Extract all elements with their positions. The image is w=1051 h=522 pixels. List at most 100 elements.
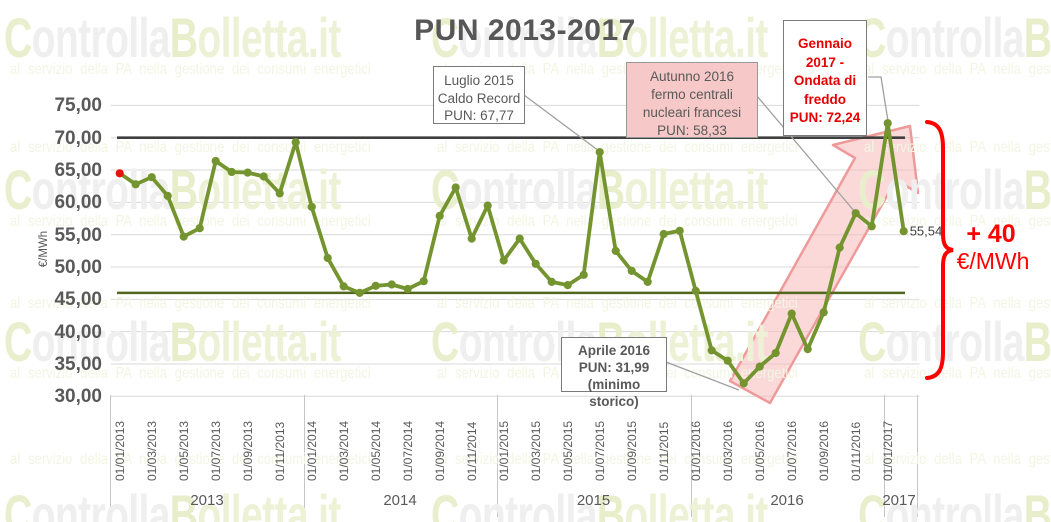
pun-line-series: 55,54 (115, 119, 942, 388)
x-axis-tick-label: 01/05/2016 (752, 420, 767, 481)
leader-luglio (523, 94, 600, 152)
x-axis-tick-label: 01/03/2016 (720, 420, 735, 481)
data-point (163, 191, 172, 200)
data-point (195, 224, 204, 233)
x-axis-tick-label: 01/11/2014 (464, 421, 479, 481)
year-separator (917, 395, 918, 517)
watermark-tagline: al servizio della PA nella gestione dei … (437, 295, 798, 312)
watermark-brand-text: ControllaBolletta.it (431, 162, 768, 218)
x-axis-tick-label: 01/11/2016 (848, 421, 863, 481)
x-axis-tick-label: 01/01/2017 (880, 420, 895, 481)
annotation-aprile-2016: Aprile 2016 PUN: 31,99 (minimo storico) (561, 337, 667, 409)
data-point (787, 309, 796, 318)
x-axis-tick-label: 01/09/2015 (624, 420, 639, 481)
x-axis-tick-label: 01/09/2014 (432, 420, 447, 481)
data-point (435, 211, 444, 220)
x-axis-tick-label: 01/07/2013 (208, 420, 223, 481)
y-axis-tick-label: 40,00 (54, 321, 102, 343)
watermark-brand-part: ontrolla (31, 483, 171, 522)
annotation-line: Ondata di (793, 73, 857, 88)
watermark-brand-part: C (4, 158, 32, 221)
annotation-line: Caldo Record (437, 90, 521, 106)
x-axis-year-label: 2016 (770, 492, 804, 509)
watermark-brand-text: ControllaBolletta.it (858, 314, 1051, 370)
annotation-line: fermo centrali (651, 87, 733, 102)
watermark-brand-part: olletta.it (197, 158, 341, 221)
annotation-autunno-2016: Autunno 2016 fermo centrali nucleari fra… (626, 62, 758, 138)
x-axis-tick-label: 01/07/2015 (592, 420, 607, 481)
data-point (275, 189, 284, 198)
year-separator (110, 395, 111, 517)
annotation-line: PUN: 58,33 (657, 123, 727, 138)
annotation-line: PUN: 72,24 (789, 110, 861, 125)
data-point (291, 138, 300, 147)
watermark-tagline: al servizio della PA nella gestione dei … (437, 451, 798, 468)
annotation-luglio-2015: Luglio 2015 Caldo Record PUN: 67,77 (433, 66, 525, 124)
watermark-tagline: al servizio della PA nella gestione dei … (864, 365, 1051, 382)
data-point (531, 259, 540, 268)
watermark-brand-part: C (4, 6, 32, 69)
watermark-brand-part: olletta.it (624, 158, 768, 221)
x-axis-tick-label: 01/07/2014 (400, 420, 415, 481)
y-axis-tick-label: 55,00 (54, 224, 102, 246)
x-axis-tick-label: 01/01/2015 (496, 420, 511, 481)
y-axis-tick-label: 65,00 (54, 160, 102, 182)
data-point (803, 345, 812, 354)
watermark-tagline: al servizio della PA nella gestione dei … (864, 295, 1051, 312)
reference-lines (117, 136, 905, 295)
x-axis-tick-label: 01/07/2016 (784, 420, 799, 481)
watermark-brand-text: ControllaBolletta.it (4, 10, 341, 66)
x-axis-tick-label: 01/05/2015 (560, 420, 575, 481)
data-point (131, 180, 140, 189)
leader-gennaio (868, 76, 889, 122)
y-axis-tick-label: 35,00 (54, 353, 102, 375)
watermark-brand-part: C (431, 310, 459, 373)
x-axis-tick-label: 01/09/2016 (816, 420, 831, 481)
watermark-brand-part: ontrolla (885, 6, 1025, 69)
watermark-brand-part: B (169, 310, 198, 373)
watermark-brand-part: B (1023, 158, 1051, 221)
watermark-brand-part: C (431, 483, 459, 522)
annotation-line: PUN: 67,77 (444, 108, 514, 123)
watermark-brand-part: C (858, 158, 886, 221)
annotation-gennaio-2017: Gennaio 2017 - Ondata di freddo PUN: 72,… (783, 20, 867, 136)
chart-title: PUN 2013-2017 (414, 14, 636, 47)
data-point (739, 379, 748, 388)
watermark-brand-part: C (858, 310, 886, 373)
data-point (883, 119, 892, 128)
annotation-line: PUN: 31,99 (578, 360, 650, 375)
price-increase-unit: €/MWh (956, 248, 1030, 274)
watermark-brand-part: olletta.it (624, 483, 768, 522)
data-point (323, 253, 332, 263)
year-separator (884, 395, 885, 517)
x-axis-year-label: 2017 (882, 492, 916, 509)
x-axis-tick-label: 01/01/2016 (688, 420, 703, 481)
watermark-brand-part: B (169, 158, 198, 221)
data-point (211, 156, 220, 166)
first-data-point (115, 169, 124, 178)
data-point (547, 277, 556, 286)
data-point (483, 201, 492, 210)
watermark-tagline: al servizio della PA nella gestione dei … (437, 139, 798, 156)
watermark-brand-part: B (1023, 310, 1051, 373)
watermark-brand-part: B (1023, 483, 1051, 522)
x-axis-year-label: 2013 (190, 492, 224, 509)
watermark-brand-part: C (4, 310, 32, 373)
watermark-brand-text: ControllaBolletta.it (858, 10, 1051, 66)
data-point (259, 172, 268, 181)
watermark-brand-part: ontrolla (31, 6, 171, 69)
pun-line (117, 121, 906, 386)
data-point (579, 270, 588, 279)
data-point (627, 266, 636, 275)
annotation-line: freddo (804, 91, 846, 107)
annotation-line: Aprile 2016 (577, 343, 651, 358)
watermark-tagline: al servizio della PA nella gestione dei … (10, 61, 371, 78)
watermark-brand-part: ontrolla (885, 310, 1025, 373)
watermark-brand-part: B (169, 6, 198, 69)
watermark-brand-part: olletta.it (197, 310, 341, 373)
y-axis-tick-label: 75,00 (54, 95, 102, 117)
data-point (867, 222, 876, 231)
data-point (675, 226, 684, 235)
watermark-brand-part: B (1023, 6, 1051, 69)
